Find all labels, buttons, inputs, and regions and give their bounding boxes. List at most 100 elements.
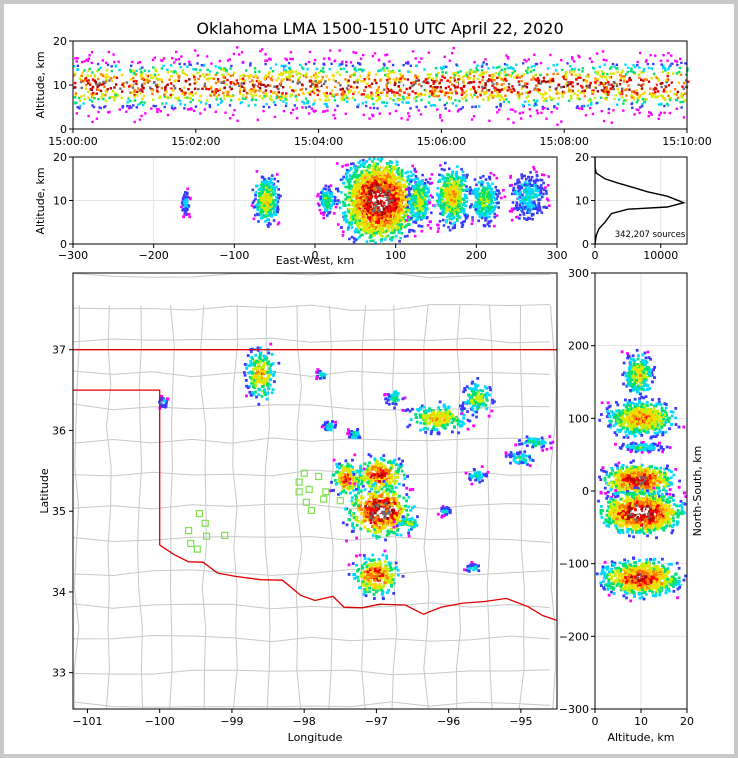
density-cell: [389, 193, 393, 196]
density-cell: [404, 84, 407, 87]
density-cell: [415, 105, 418, 109]
density-cell: [359, 234, 362, 237]
density-cell: [599, 96, 603, 99]
density-cell: [577, 54, 580, 57]
density-cell: [105, 78, 108, 81]
density-cell: [320, 69, 323, 72]
density-cell: [390, 229, 394, 232]
density-cell: [232, 71, 236, 75]
density-cell: [301, 106, 304, 109]
density-cell: [113, 86, 116, 89]
density-cell: [405, 61, 408, 65]
density-cell: [408, 230, 411, 234]
density-cell: [388, 77, 391, 81]
density-cell: [229, 99, 233, 102]
y-tick-label: 0: [60, 123, 67, 136]
density-cell: [117, 60, 120, 63]
density-cell: [395, 224, 398, 228]
density-cell: [659, 59, 663, 63]
density-cell: [379, 203, 382, 207]
density-cell: [570, 73, 573, 76]
density-cell: [388, 89, 391, 92]
density-cell: [179, 66, 182, 69]
density-cell: [324, 194, 328, 197]
density-cell: [348, 221, 351, 224]
density-cell: [499, 94, 502, 97]
density-cell: [359, 193, 363, 197]
density-cell: [359, 159, 362, 163]
density-cell: [326, 191, 329, 194]
density-cell: [455, 80, 458, 84]
density-cell: [383, 178, 386, 182]
density-cell: [432, 104, 435, 107]
density-cell: [620, 84, 624, 87]
density-cell: [409, 170, 413, 174]
density-cell: [248, 75, 251, 78]
density-cell: [110, 79, 114, 83]
density-cell: [103, 85, 106, 89]
density-cell: [163, 95, 166, 98]
density-cell: [388, 165, 391, 168]
density-cell: [188, 78, 191, 81]
density-cell: [288, 70, 292, 73]
density-cell: [437, 71, 440, 75]
density-cell: [78, 77, 82, 80]
density-cell: [379, 175, 383, 179]
density-cell: [513, 89, 516, 92]
density-cell: [356, 198, 360, 202]
density-cell: [357, 210, 360, 213]
density-cell: [381, 220, 384, 224]
density-cell: [261, 48, 264, 51]
density-cell: [177, 79, 180, 82]
density-cell: [387, 214, 391, 217]
density-cell: [185, 200, 188, 204]
density-cell: [359, 205, 363, 208]
density-cell: [473, 61, 476, 64]
density-cell: [179, 102, 182, 106]
density-cell: [341, 60, 344, 63]
density-cell: [130, 64, 133, 67]
density-cell: [383, 197, 387, 201]
density-cell: [366, 175, 369, 178]
density-cell: [348, 89, 351, 92]
density-cell: [212, 77, 215, 80]
density-cell: [619, 93, 622, 96]
density-cell: [368, 164, 371, 167]
density-cell: [188, 92, 192, 95]
density-cell: [490, 73, 494, 77]
density-cell: [461, 97, 464, 100]
density-cell: [569, 82, 572, 86]
density-cell: [610, 87, 613, 91]
density-cell: [170, 87, 173, 90]
density-cell: [82, 94, 86, 97]
density-cell: [423, 182, 427, 185]
density-cell: [266, 59, 269, 62]
density-cell: [348, 91, 351, 94]
density-cell: [261, 184, 264, 188]
density-cell: [362, 113, 365, 117]
density-cell: [164, 85, 167, 88]
density-cell: [518, 83, 521, 86]
density-cell: [128, 85, 131, 88]
density-cell: [333, 117, 337, 120]
density-cell: [348, 177, 351, 181]
density-cell: [409, 178, 412, 181]
density-cell: [262, 208, 266, 211]
density-cell: [257, 199, 260, 202]
density-cell: [363, 162, 367, 165]
density-cell: [479, 94, 482, 97]
density-cell: [401, 76, 404, 80]
density-cell: [365, 178, 368, 182]
density-cell: [235, 79, 238, 82]
density-cell: [277, 188, 280, 191]
density-cell: [181, 71, 184, 74]
density-cell: [100, 85, 103, 89]
density-cell: [385, 79, 389, 82]
density-cell: [259, 49, 262, 53]
density-cell: [351, 212, 355, 216]
density-cell: [498, 98, 502, 101]
density-cell: [320, 199, 324, 203]
density-cell: [349, 184, 353, 187]
density-cell: [298, 76, 302, 79]
